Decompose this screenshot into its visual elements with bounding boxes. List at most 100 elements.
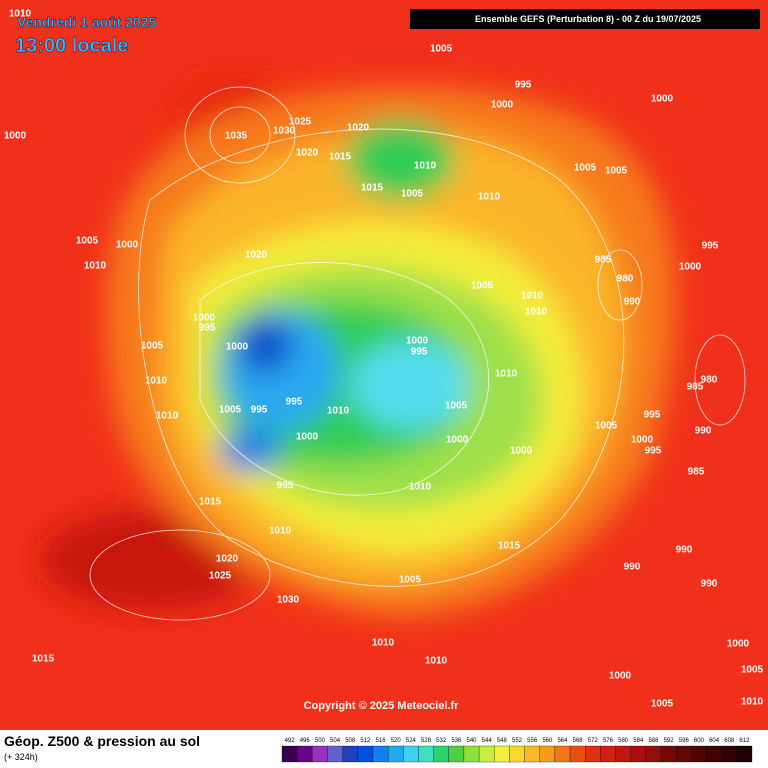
- colorbar-label: 576: [603, 738, 614, 744]
- isobar-label: 1010: [478, 192, 501, 203]
- isobar-label: 1020: [216, 554, 239, 565]
- isobar-label: 1015: [32, 654, 55, 665]
- isobar-label: 1005: [471, 281, 494, 292]
- model-banner: [410, 9, 760, 29]
- z500-field: [0, 0, 768, 730]
- colorbar-label: 548: [497, 738, 508, 744]
- isobar-label: 990: [676, 545, 693, 556]
- legend-title: Géop. Z500 & pression au sol: [4, 733, 200, 749]
- isobar-label: 980: [701, 375, 718, 386]
- colorbar-swatch: [585, 745, 601, 763]
- colorbar-swatch: [281, 745, 298, 763]
- colorbar-swatch: [645, 745, 662, 763]
- colorbar-swatch: [494, 745, 510, 763]
- isobar-label: 1010: [741, 697, 764, 708]
- isobar-label: 995: [515, 80, 532, 91]
- colorbar-label: 496: [300, 738, 311, 744]
- colorbar-swatch: [509, 745, 525, 763]
- isobar-label: 1000: [116, 240, 139, 251]
- isobar-label: 1000: [727, 639, 750, 650]
- colorbar-swatch: [372, 745, 389, 763]
- colorbar-swatch: [327, 745, 343, 763]
- isobar-label: 1000: [4, 131, 27, 142]
- isobar-label: 990: [695, 426, 712, 437]
- colorbar-swatch: [387, 745, 404, 763]
- isobar-label: 1010: [414, 161, 437, 172]
- colorbar-swatch: [721, 745, 737, 763]
- colorbar-label: 540: [467, 738, 478, 744]
- isobar-label: 1010: [327, 406, 350, 417]
- isobar-label: 1010: [495, 369, 518, 380]
- colorbar-label: 556: [527, 738, 538, 744]
- colorbar-label: 584: [633, 738, 644, 744]
- isobar-label: 1005: [595, 421, 618, 432]
- isobar-label: 1005: [430, 44, 453, 55]
- colorbar-label: 572: [588, 738, 599, 744]
- isobar-label: 1010: [409, 482, 432, 493]
- colorbar-swatch: [676, 745, 692, 763]
- isobar-label: 1010: [525, 307, 548, 318]
- colorbar-swatch: [418, 745, 434, 763]
- isobar-label: 1005: [574, 163, 597, 174]
- isobar-label: 985: [595, 255, 612, 266]
- colorbar-label: 504: [330, 738, 341, 744]
- colorbar-swatch: [403, 745, 419, 763]
- isobar-label: 1005: [399, 575, 422, 586]
- isobar-label: 1035: [225, 131, 248, 142]
- isobar-label: 1000: [296, 432, 319, 443]
- isobar-label: 1000: [631, 435, 654, 446]
- colorbar-label: 588: [648, 738, 659, 744]
- colorbar-swatch: [660, 745, 677, 763]
- colorbar-label: 564: [557, 738, 568, 744]
- isobar-label: 1005: [651, 699, 674, 710]
- isobar-label: 1000: [510, 446, 533, 457]
- colorbar-swatch: [524, 745, 540, 763]
- isobar-label: 1010: [84, 261, 107, 272]
- colorbar-label: 500: [315, 738, 326, 744]
- isobar-label: 1000: [651, 94, 674, 105]
- isobar-label: 1005: [741, 665, 764, 676]
- isobar-label: 1010: [9, 9, 32, 20]
- isobar-label: 995: [702, 241, 719, 252]
- isobar-label: 1015: [199, 497, 222, 508]
- isobar-label: 1010: [156, 411, 179, 422]
- isobar-label: 1010: [521, 291, 544, 302]
- colorbar-label: 596: [679, 738, 690, 744]
- isobar-label: 985: [687, 382, 704, 393]
- isobar-label: 995: [286, 397, 303, 408]
- colorbar-label: 516: [376, 738, 387, 744]
- isobar-label: 985: [688, 467, 705, 478]
- colorbar-label: 560: [542, 738, 553, 744]
- isobar-label: 1015: [329, 152, 352, 163]
- isobar-label: 990: [624, 297, 641, 308]
- isobar-label: 1005: [76, 236, 99, 247]
- colorbar-swatch: [569, 745, 586, 763]
- isobar-label: 1005: [401, 189, 424, 200]
- isobar-label: 1000: [679, 262, 702, 273]
- isobar-label: 995: [411, 347, 428, 358]
- colorbar-label: 492: [285, 738, 296, 744]
- isobar-label: 1005: [219, 405, 242, 416]
- isobar-label: 1015: [498, 541, 521, 552]
- local-time: 13:00 locale: [15, 35, 128, 57]
- colorbar-label: 528: [421, 738, 432, 744]
- isobar-label: 995: [277, 481, 294, 492]
- colorbar-label: 612: [739, 738, 750, 744]
- isobar-label: 980: [617, 274, 634, 285]
- colorbar-label: 532: [436, 738, 447, 744]
- colorbar-label: 568: [573, 738, 584, 744]
- colorbar-swatch: [357, 745, 374, 763]
- isobar-label: 1000: [193, 313, 216, 324]
- isobar-label: 1000: [491, 100, 514, 111]
- isobar-label: 1010: [145, 376, 168, 387]
- colorbar-swatch: [297, 745, 313, 763]
- colorbar-label: 536: [451, 738, 462, 744]
- colorbar-label: 508: [345, 738, 356, 744]
- colorbar-label: 552: [512, 738, 523, 744]
- colorbar-swatch: [615, 745, 631, 763]
- colorbar-swatch: [312, 745, 328, 763]
- colorbar-label: 512: [360, 738, 371, 744]
- model-info: Ensemble GEFS (Perturbation 8) - 00 Z du…: [475, 14, 701, 24]
- isobar-label: 1000: [226, 342, 249, 353]
- isobar-label: 1005: [445, 401, 468, 412]
